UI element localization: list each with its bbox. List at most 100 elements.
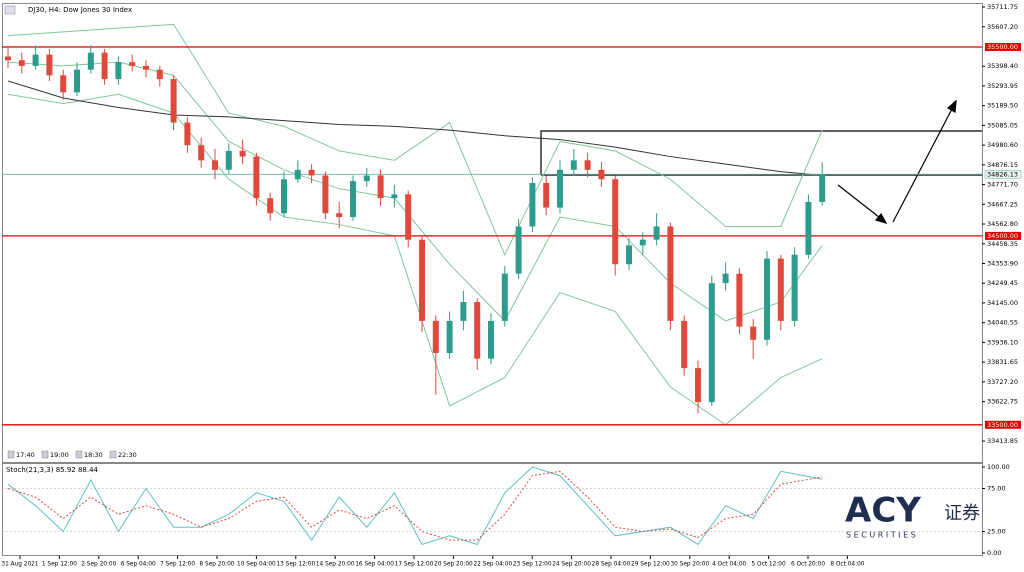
level-label: 35500.00 — [987, 43, 1018, 51]
candle-body — [529, 183, 536, 227]
x-tick-label: 1 Sep 12:00 — [42, 562, 77, 568]
y-tick-label: 34458.35 — [987, 240, 1018, 248]
candle-body — [32, 54, 39, 66]
candle-body — [184, 122, 191, 146]
candle-body — [419, 239, 425, 321]
logo-sub: S E C U R I T I E S — [846, 531, 916, 540]
candle-body — [18, 60, 25, 66]
candle-body — [60, 75, 67, 93]
candle-body — [819, 174, 826, 202]
candle-body — [446, 320, 453, 354]
candle-body — [639, 239, 646, 246]
x-tick-label: 10 Sep 04:00 — [237, 562, 276, 568]
candle-body — [225, 150, 232, 170]
candle-body — [584, 160, 591, 170]
candle-body — [391, 194, 398, 199]
last-price-label: 34826.13 — [987, 170, 1018, 178]
candle-body — [46, 54, 53, 76]
x-tick-label: 7 Sep 12:00 — [160, 562, 195, 568]
y-tick-label: 35085.05 — [987, 121, 1018, 129]
x-tick-label: 17 Sep 12:00 — [395, 562, 434, 568]
arrow-head — [946, 99, 957, 113]
x-tick-label: 16 Sep 04:00 — [355, 562, 394, 568]
x-tick-label: 6 Sep 04:00 — [121, 562, 156, 568]
logo-brand: ACY — [845, 491, 921, 531]
x-tick-label: 5 Oct 12:00 — [752, 562, 786, 568]
x-tick-label: 29 Sep 12:00 — [631, 562, 670, 568]
y-tick-label: 34145.00 — [987, 299, 1018, 307]
candle-body — [281, 179, 287, 214]
session-tag: 19:00 — [50, 451, 69, 459]
candle-body — [115, 62, 122, 80]
candle-body — [198, 145, 205, 161]
y-tick-label: 34771.70 — [987, 181, 1018, 189]
candle-body — [750, 326, 757, 340]
level-tag — [985, 43, 1021, 52]
y-tick-label: 33622.75 — [987, 398, 1018, 406]
x-tick-label: 6 Oct 20:00 — [791, 562, 825, 568]
level-label: 34500.00 — [987, 232, 1018, 240]
candle-body — [101, 52, 108, 80]
y-tick-label: 0.00 — [987, 549, 1001, 557]
candle-body — [336, 213, 343, 218]
stoch-title: Stoch(21,3,3) 85.92 88.44 — [6, 466, 99, 474]
candle-body — [170, 79, 177, 123]
arrow-head — [874, 212, 888, 224]
candle-body — [143, 65, 149, 70]
candle-body — [708, 283, 715, 403]
candle-body — [626, 245, 632, 265]
y-tick-label: 75.00 — [987, 485, 1006, 493]
level-label: 33500.00 — [987, 421, 1018, 429]
candle-body — [87, 52, 94, 70]
y-tick-label: 35189.50 — [987, 102, 1018, 110]
session-icon — [109, 450, 117, 459]
candle-body — [460, 302, 467, 321]
stoch-line — [7, 470, 823, 541]
chart-title: DJ30, H4: Dow Jones 30 Index — [28, 6, 132, 14]
candle-body — [74, 69, 80, 93]
x-tick-label: 2 Sep 20:00 — [81, 562, 116, 568]
candle-body — [212, 160, 218, 170]
zone-box — [540, 130, 982, 175]
session-icon — [7, 450, 15, 459]
x-tick-label: 4 Oct 04:00 — [712, 562, 746, 568]
candle-body — [681, 320, 688, 369]
last-price-tag — [984, 170, 1022, 179]
candle-body — [805, 201, 812, 255]
indicator-line — [7, 80, 823, 176]
y-tick-label: 35398.40 — [987, 62, 1018, 70]
symbol-icon — [4, 5, 16, 15]
y-tick-label: 35711.75 — [987, 3, 1018, 11]
x-tick-label: 31 Aug 2021 — [1, 562, 38, 568]
x-tick-label: 24 Sep 20:00 — [552, 562, 591, 568]
level-tag — [985, 420, 1021, 429]
candle-body — [405, 194, 412, 240]
session-tag: 17:40 — [16, 451, 35, 459]
candle-body — [474, 302, 481, 359]
annotation — [540, 99, 982, 224]
y-tick-label: 33831.65 — [987, 358, 1018, 366]
candle-body — [543, 183, 550, 208]
y-tick-label: 35293.95 — [987, 82, 1018, 90]
x-tick-label: 30 Sep 20:00 — [670, 562, 709, 568]
y-tick-label: 33727.20 — [987, 378, 1018, 386]
candle-body — [777, 258, 784, 321]
candle-body — [267, 198, 274, 214]
x-tick-label: 8 Sep 20:00 — [199, 562, 234, 568]
candle-body — [363, 175, 370, 182]
y-tick-label: 34562.80 — [987, 220, 1018, 228]
session-tag: 18:30 — [84, 451, 103, 459]
indicator-line — [7, 23, 823, 257]
candle-body — [736, 273, 743, 327]
x-tick-label: 28 Sep 04:00 — [592, 562, 631, 568]
arrow — [892, 106, 954, 223]
level-tag — [985, 231, 1021, 240]
x-tick-label: 22 Sep 04:00 — [473, 562, 512, 568]
candle-body — [570, 160, 577, 170]
stoch-panel — [2, 463, 983, 556]
y-tick-label: 34667.25 — [987, 200, 1018, 208]
y-tick-label: 34353.90 — [987, 259, 1018, 267]
y-tick-label: 34980.60 — [987, 141, 1018, 149]
